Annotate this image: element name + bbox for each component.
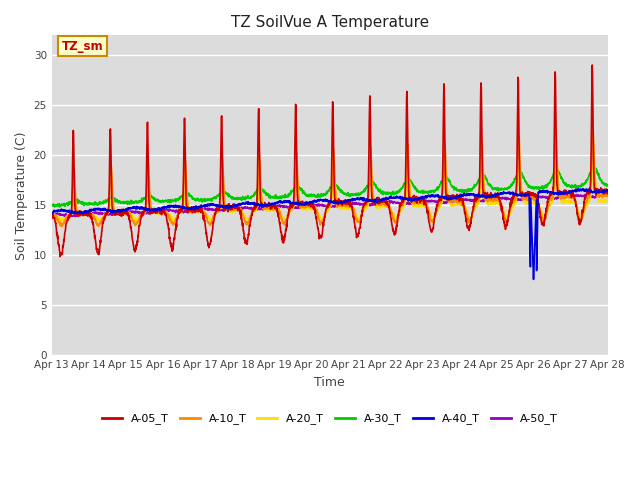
A-30_T bbox=[48, 203, 56, 208]
Line: A-30_T: A-30_T bbox=[52, 168, 608, 207]
A-20_T bbox=[203, 212, 211, 218]
A-20_T bbox=[492, 201, 499, 207]
A-05_T bbox=[358, 212, 366, 218]
A-10_T bbox=[589, 129, 597, 134]
A-40_T bbox=[358, 196, 365, 202]
A-40_T bbox=[530, 276, 538, 282]
A-10_T bbox=[203, 215, 211, 220]
A-05_T bbox=[56, 254, 64, 260]
A-10_T bbox=[555, 192, 563, 197]
A-30_T bbox=[591, 165, 599, 170]
A-10_T bbox=[570, 197, 578, 203]
Y-axis label: Soil Temperature (C): Soil Temperature (C) bbox=[15, 131, 28, 260]
A-30_T bbox=[51, 204, 59, 210]
Text: TZ_sm: TZ_sm bbox=[61, 40, 103, 53]
A-30_T bbox=[346, 192, 354, 198]
A-10_T bbox=[492, 197, 499, 203]
Line: A-50_T: A-50_T bbox=[52, 194, 608, 216]
A-05_T bbox=[346, 198, 354, 204]
A-20_T bbox=[590, 158, 598, 164]
A-20_T bbox=[346, 205, 354, 211]
A-30_T bbox=[203, 196, 211, 202]
A-50_T bbox=[492, 195, 499, 201]
A-30_T bbox=[492, 186, 499, 192]
A-50_T bbox=[604, 192, 612, 197]
A-20_T bbox=[170, 218, 177, 224]
A-20_T bbox=[570, 199, 578, 205]
A-05_T bbox=[555, 190, 563, 195]
A-30_T bbox=[604, 182, 612, 188]
A-40_T bbox=[203, 202, 211, 208]
A-50_T bbox=[48, 213, 56, 218]
Line: A-20_T: A-20_T bbox=[52, 161, 608, 221]
A-20_T bbox=[555, 183, 563, 189]
A-30_T bbox=[570, 183, 578, 189]
A-50_T bbox=[358, 201, 366, 206]
A-40_T bbox=[604, 188, 612, 193]
A-10_T bbox=[48, 214, 56, 219]
A-05_T bbox=[588, 62, 596, 68]
A-20_T bbox=[358, 212, 366, 218]
Legend: A-05_T, A-10_T, A-20_T, A-30_T, A-40_T, A-50_T: A-05_T, A-10_T, A-20_T, A-30_T, A-40_T, … bbox=[97, 409, 562, 429]
A-40_T bbox=[570, 188, 578, 194]
A-30_T bbox=[555, 169, 563, 175]
A-30_T bbox=[358, 189, 366, 195]
A-50_T bbox=[570, 193, 578, 199]
A-20_T bbox=[48, 212, 56, 218]
X-axis label: Time: Time bbox=[314, 376, 345, 389]
A-40_T bbox=[48, 210, 56, 216]
A-05_T bbox=[48, 210, 56, 216]
A-50_T bbox=[346, 201, 354, 206]
A-40_T bbox=[555, 191, 563, 197]
A-50_T bbox=[598, 191, 606, 197]
A-50_T bbox=[72, 214, 79, 219]
A-40_T bbox=[492, 192, 499, 198]
A-10_T bbox=[358, 211, 366, 217]
A-40_T bbox=[346, 197, 353, 203]
A-05_T bbox=[203, 234, 211, 240]
A-40_T bbox=[575, 186, 582, 192]
A-50_T bbox=[555, 195, 563, 201]
A-05_T bbox=[492, 194, 499, 200]
Line: A-05_T: A-05_T bbox=[52, 65, 608, 257]
A-05_T bbox=[570, 195, 578, 201]
A-05_T bbox=[604, 190, 612, 196]
A-10_T bbox=[604, 193, 612, 199]
A-10_T bbox=[346, 202, 354, 207]
A-10_T bbox=[95, 224, 102, 229]
Title: TZ SoilVue A Temperature: TZ SoilVue A Temperature bbox=[230, 15, 429, 30]
A-50_T bbox=[203, 207, 211, 213]
Line: A-10_T: A-10_T bbox=[52, 132, 608, 227]
Line: A-40_T: A-40_T bbox=[52, 189, 608, 279]
A-20_T bbox=[604, 196, 612, 202]
